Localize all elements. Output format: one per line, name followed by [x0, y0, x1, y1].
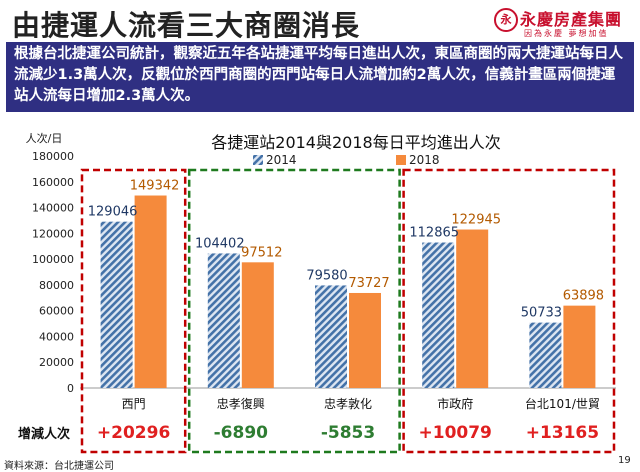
bar-2014	[315, 285, 347, 388]
page-title: 由捷運人流看三大商圈消長	[12, 9, 361, 42]
data-label-2014: 112865	[409, 226, 459, 241]
data-label-2018: 149342	[130, 179, 180, 194]
x-tick-label: 台北101/世貿	[525, 396, 600, 411]
logo-mark-icon: 永	[494, 8, 518, 32]
data-source: 資料來源：台北捷運公司	[4, 461, 114, 472]
legend-label-2014: 2014	[266, 153, 297, 167]
y-tick-label: 0	[67, 382, 74, 395]
x-tick-label: 忠孝敦化	[324, 396, 372, 411]
bar-2018	[563, 305, 596, 388]
y-tick-label: 40000	[39, 330, 74, 343]
y-tick-label: 60000	[39, 305, 74, 318]
x-tick-label: 西門	[122, 397, 146, 411]
summary-banner: 根據台北捷運公司統計，觀察近五年各站捷運平均每日進出人次，東區商圈的兩大捷運站每…	[6, 42, 634, 112]
group-box	[402, 168, 616, 454]
change-value: -6890	[214, 423, 269, 443]
page-number: 19	[618, 455, 631, 466]
bar-2014	[422, 242, 455, 388]
group-box	[80, 168, 187, 454]
data-label-2018: 97512	[241, 245, 282, 260]
x-tick-label: 忠孝復興	[217, 396, 265, 411]
data-label-2018: 63898	[563, 289, 604, 304]
data-label-2014: 104402	[195, 236, 245, 251]
bar-2018	[134, 195, 167, 388]
change-row-label: 增減人次	[18, 426, 70, 442]
change-value: -5853	[321, 423, 375, 443]
x-tick-label: 市政府	[437, 396, 473, 411]
change-value: +20296	[97, 423, 170, 443]
logo-name: 永慶房產集團	[520, 10, 623, 29]
data-label-2014: 50733	[521, 306, 562, 321]
y-axis-label: 人次/日	[26, 131, 63, 145]
data-label-2018: 73727	[348, 276, 389, 291]
data-label-2018: 122945	[451, 213, 501, 228]
bar-2018	[241, 262, 274, 388]
y-tick-label: 20000	[39, 356, 74, 369]
y-tick-label: 180000	[32, 150, 74, 163]
chart-title: 各捷運站2014與2018每日平均進出人次	[211, 133, 500, 152]
bar-2018	[349, 292, 381, 388]
data-label-2014: 129046	[88, 205, 138, 220]
y-tick-label: 100000	[32, 253, 74, 266]
data-label-2014: 79580	[306, 268, 347, 283]
bar-2014	[100, 221, 133, 388]
y-tick-label: 80000	[39, 279, 74, 292]
group-box	[187, 168, 401, 454]
change-value: +13165	[526, 423, 599, 443]
legend-swatch-2018	[396, 155, 406, 165]
bar-chart: 人次/日 0 20000 40000 60000 80000 100000 120000 140…	[18, 131, 616, 454]
y-tick-label: 120000	[32, 227, 74, 240]
bar-2014	[207, 253, 240, 388]
company-logo: 永 永慶房產集團 因為永慶 夢想加值	[494, 6, 634, 42]
bar-2014	[529, 322, 562, 388]
logo-slogan: 因為永慶 夢想加值	[524, 29, 609, 38]
y-tick-label: 140000	[32, 202, 74, 215]
legend-label-2018: 2018	[409, 153, 440, 167]
change-value: +10079	[419, 423, 492, 443]
legend-swatch-2014	[253, 155, 263, 165]
y-tick-label: 160000	[32, 176, 74, 189]
bar-2018	[456, 229, 489, 388]
